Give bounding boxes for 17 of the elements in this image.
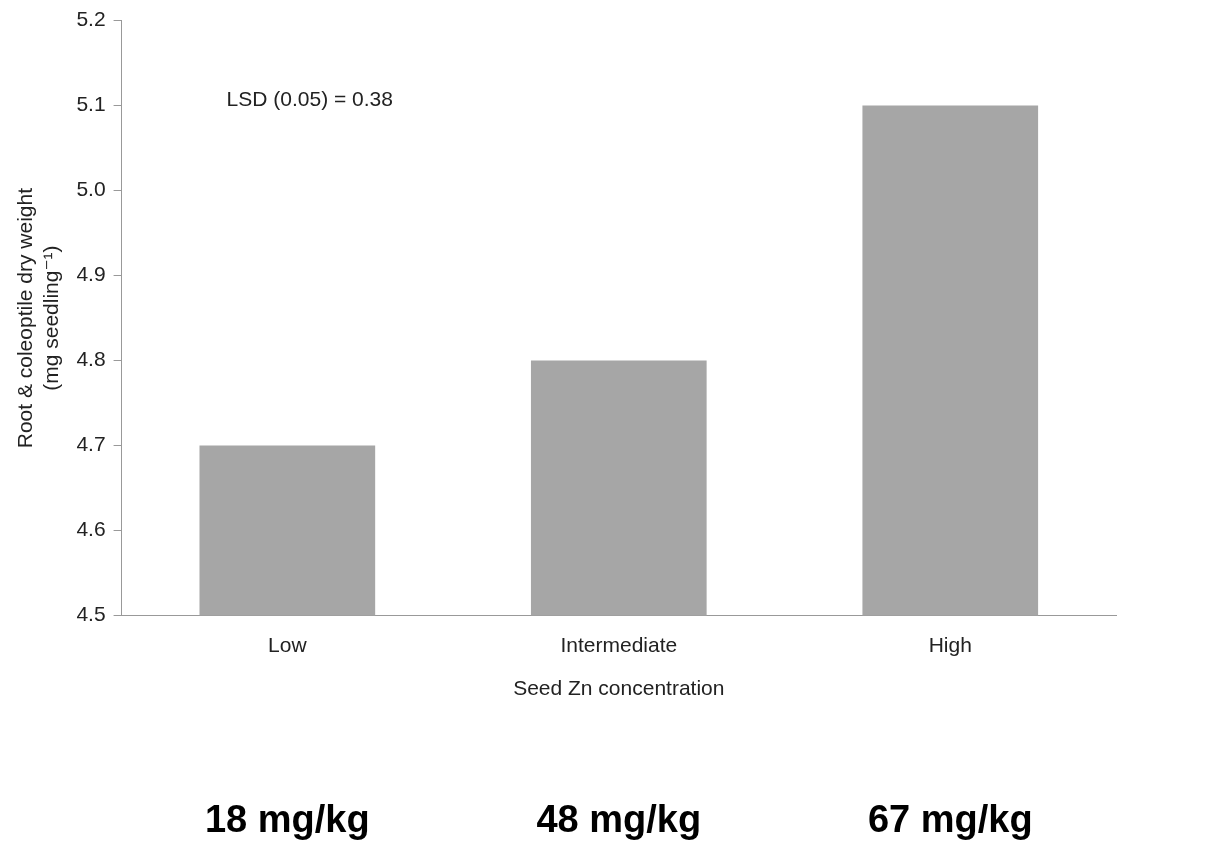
x-tick-label: High: [928, 633, 972, 656]
y-axis-title: Root & coleoptile dry weight (mg seedling⁻¹): [13, 187, 62, 449]
y-tick-label: 4.9: [76, 262, 106, 286]
x-tick-label: Low: [268, 633, 308, 656]
text: 67 mg/kg: [867, 798, 1033, 841]
y-tick-label: 5.1: [76, 92, 106, 116]
annotation: LSD (0.05) = 0.38: [226, 87, 393, 111]
y-tick-label: 4.6: [76, 517, 106, 541]
x-tick-label: Intermediate: [560, 633, 678, 656]
text: 18 mg/kg: [204, 798, 370, 841]
y-tick-label: 5.2: [76, 7, 106, 31]
text: 48 mg/kg: [536, 798, 702, 841]
y-tick-label: 4.5: [76, 602, 106, 626]
y-tick-label: 4.8: [76, 347, 106, 371]
x-axis-title: Seed Zn concentration: [513, 676, 725, 700]
y-tick-label: 4.7: [76, 432, 106, 456]
y-tick-label: 5.0: [76, 177, 106, 201]
